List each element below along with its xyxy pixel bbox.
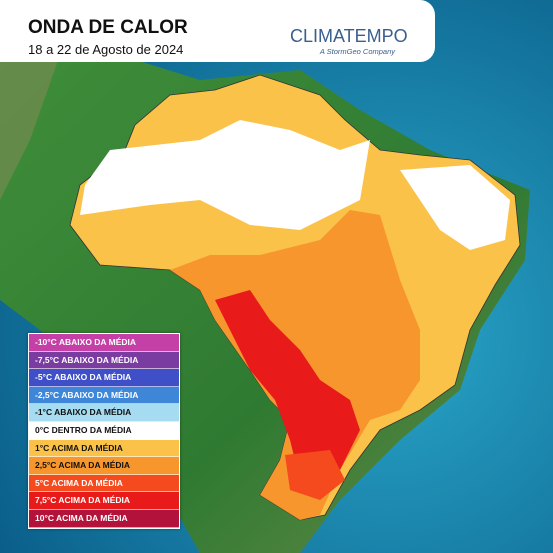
legend-item: -1°C ABAIXO DA MÉDIA xyxy=(29,404,179,422)
legend-item: -10°C ABAIXO DA MÉDIA xyxy=(29,334,179,352)
logo-tagline: A StormGeo Company xyxy=(319,47,396,56)
legend-item: 0°C DENTRO DA MÉDIA xyxy=(29,421,179,440)
neutral-area xyxy=(80,120,370,230)
andes xyxy=(0,55,60,200)
neutral-area xyxy=(400,165,510,250)
legend-item: -7,5°C ABAIXO DA MÉDIA xyxy=(29,351,179,370)
hot-area xyxy=(215,290,360,480)
header-box xyxy=(0,0,435,62)
legend-item: 1°C ACIMA DA MÉDIA xyxy=(29,439,179,458)
legend-item: 10°C ACIMA DA MÉDIA xyxy=(29,509,179,528)
legend-item: 5°C ACIMA DA MÉDIA xyxy=(29,474,179,493)
logo-name: CLIMATEMPO xyxy=(290,26,408,46)
legend-item: 7,5°C ACIMA DA MÉDIA xyxy=(29,492,179,510)
legend-item: -5°C ABAIXO DA MÉDIA xyxy=(29,369,179,387)
legend-item: -2,5°C ABAIXO DA MÉDIA xyxy=(29,386,179,405)
legend: -10°C ABAIXO DA MÉDIA -7,5°C ABAIXO DA MÉ… xyxy=(28,333,180,529)
legend-item: 2,5°C ACIMA DA MÉDIA xyxy=(29,457,179,475)
hot-area xyxy=(285,450,345,500)
title: ONDA DE CALOR xyxy=(28,17,188,38)
subtitle: 18 a 22 de Agosto de 2024 xyxy=(28,42,183,57)
